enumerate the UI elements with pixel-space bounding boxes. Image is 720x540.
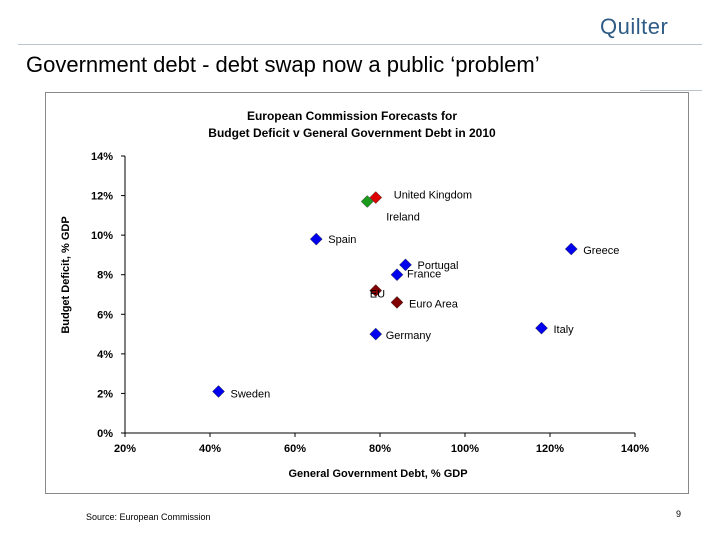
data-point-eu (369, 284, 383, 297)
y-axis-label: Budget Deficit, % GDP (60, 216, 72, 333)
data-label-euro-area: Euro Area (409, 298, 459, 310)
source-note: Source: European Commission (86, 512, 211, 522)
data-point-united-kingdom (369, 191, 383, 204)
y-tick-label: 4% (97, 349, 113, 361)
header-divider (18, 44, 702, 45)
chart-title-line-1: European Commission Forecasts for (247, 109, 457, 123)
x-tick-label: 20% (114, 443, 136, 455)
data-label-france: France (407, 269, 441, 281)
data-point-france (390, 268, 404, 282)
data-label-eu: EU (370, 289, 385, 301)
data-point-greece (564, 242, 578, 256)
header-divider-right (640, 90, 702, 91)
data-label-spain: Spain (328, 234, 356, 246)
y-tick-label: 2% (97, 388, 113, 400)
data-label-sweden: Sweden (231, 388, 271, 400)
data-point-spain (309, 232, 323, 246)
chart-frame: European Commission Forecasts for Budget… (45, 92, 689, 494)
x-tick-label: 60% (284, 443, 306, 455)
data-label-portugal: Portugal (418, 260, 459, 272)
data-label-greece: Greece (583, 245, 619, 257)
x-tick-label: 140% (621, 443, 649, 455)
y-tick-label: 10% (91, 230, 113, 242)
data-label-germany: Germany (386, 330, 432, 342)
scatter-chart: European Commission Forecasts for Budget… (60, 109, 649, 480)
x-tick-label: 120% (536, 443, 564, 455)
quilter-logo: Quilter (600, 14, 669, 39)
data-label-united-kingdom: United Kingdom (394, 190, 472, 202)
data-point-germany (369, 327, 383, 341)
data-point-portugal (399, 258, 412, 272)
y-tick-label: 6% (97, 309, 113, 321)
y-tick-label: 0% (97, 428, 113, 440)
y-tick-label: 12% (91, 191, 113, 203)
x-axis-label: General Government Debt, % GDP (288, 468, 467, 480)
data-label-ireland: Ireland (386, 212, 420, 224)
x-tick-label: 80% (369, 443, 391, 455)
data-point-sweden (212, 385, 225, 398)
data-point-ireland (360, 195, 374, 208)
data-point-italy (535, 321, 548, 335)
data-point-euro-area (390, 296, 404, 309)
data-label-italy: Italy (554, 324, 575, 336)
page-title: Government debt - debt swap now a public… (26, 52, 540, 77)
chart-title-line-2: Budget Deficit v General Government Debt… (208, 126, 496, 140)
y-tick-label: 8% (97, 270, 113, 282)
x-tick-label: 40% (199, 443, 221, 455)
y-tick-label: 14% (91, 151, 113, 163)
data-points: United Kingdom Ireland Spain Greece Portugal… (212, 190, 619, 400)
page-number: 9 (676, 509, 682, 519)
x-tick-label: 100% (451, 443, 479, 455)
axes: 0% 2% 4% 6% 8% 10% 12% 14% 20% 40% 60% 80% 100% 120% 1… (91, 151, 649, 455)
